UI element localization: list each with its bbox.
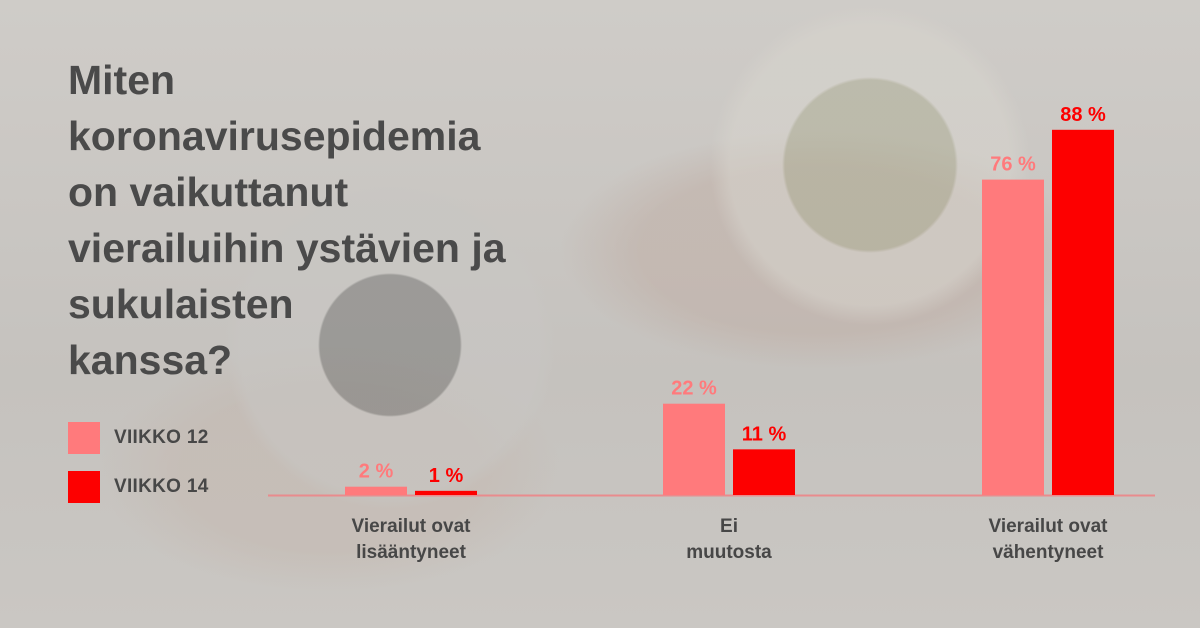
category-label-1-line2: lisääntyneet bbox=[356, 542, 466, 563]
data-label-series2-cat3: 88 % bbox=[1060, 104, 1106, 126]
legend-label-series2: VIIKKO 14 bbox=[114, 476, 209, 497]
legend-item-series2: VIIKKO 14 bbox=[68, 471, 209, 503]
legend: VIIKKO 12 VIIKKO 14 bbox=[68, 422, 209, 520]
category-label-1-line1: Vierailut ovat bbox=[352, 516, 472, 537]
bar-series2-cat2 bbox=[733, 449, 795, 495]
category-label-3-line1: Vierailut ovat bbox=[989, 516, 1109, 537]
bar-series2-cat1 bbox=[415, 490, 477, 495]
category-label-2-line1: Ei bbox=[720, 516, 738, 537]
legend-item-series1: VIIKKO 12 bbox=[68, 422, 209, 454]
category-label-2-line2: muutosta bbox=[686, 542, 772, 563]
legend-label-series1: VIIKKO 12 bbox=[114, 427, 209, 448]
bar-series1-cat2 bbox=[663, 403, 725, 495]
data-label-series2-cat1: 1 % bbox=[429, 465, 464, 487]
bar-series2-cat3 bbox=[1052, 129, 1114, 496]
data-label-series1-cat2: 22 % bbox=[671, 378, 717, 400]
legend-swatch-series2 bbox=[68, 471, 100, 503]
category-label-3-line2: vähentyneet bbox=[993, 542, 1105, 563]
bar-series1-cat1 bbox=[345, 486, 407, 495]
data-label-series2-cat2: 11 % bbox=[742, 423, 787, 445]
data-label-series1-cat1: 2 % bbox=[359, 461, 394, 483]
data-label-series1-cat3: 76 % bbox=[990, 154, 1036, 176]
chart-title: Miten koronavirusepidemia on vaikuttanut… bbox=[68, 57, 506, 383]
bar-series1-cat3 bbox=[982, 179, 1044, 495]
legend-swatch-series1 bbox=[68, 422, 100, 454]
